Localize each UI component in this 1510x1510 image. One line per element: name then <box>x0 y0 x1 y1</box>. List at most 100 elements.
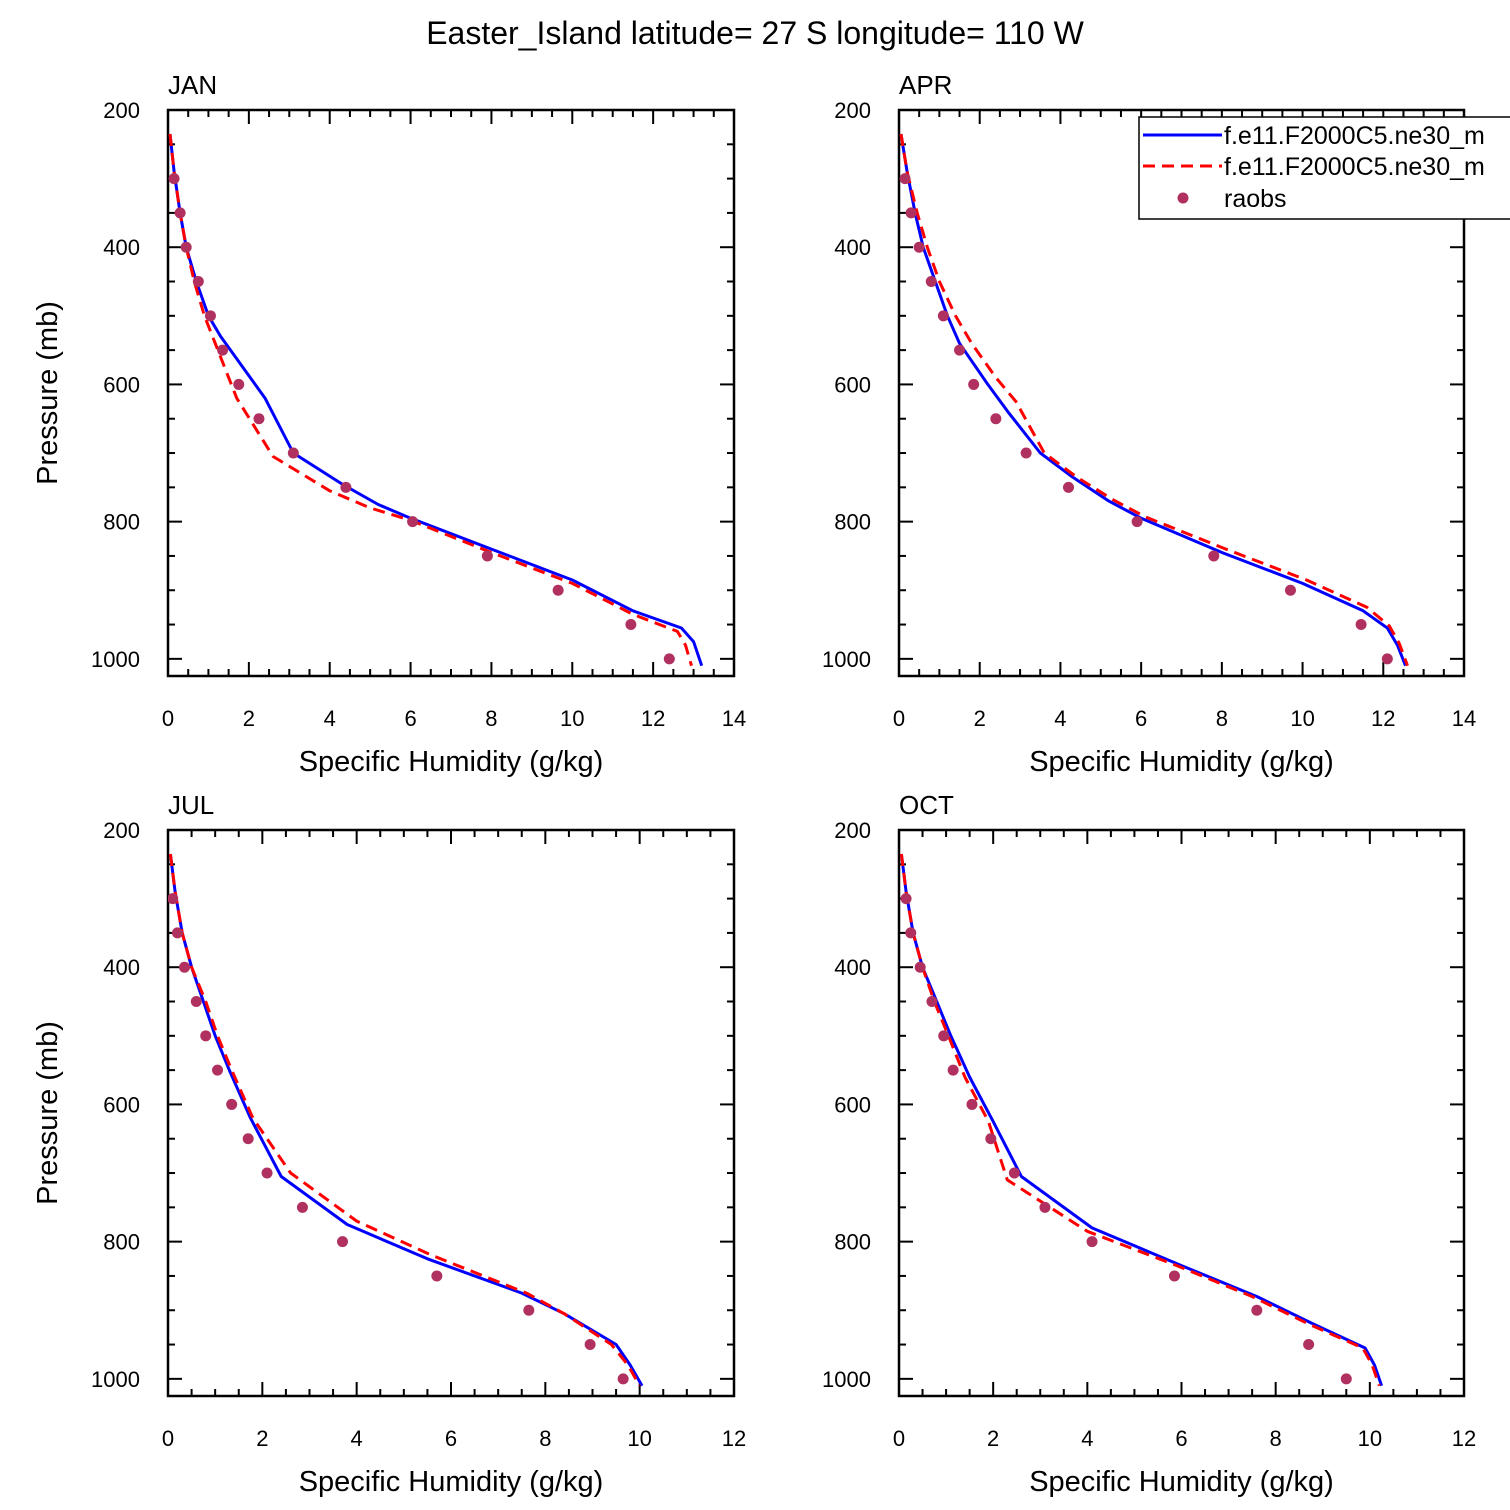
y-tick-label: 800 <box>103 1230 140 1255</box>
x-tick-label: 2 <box>987 1426 999 1451</box>
raobs-point <box>180 241 192 253</box>
series-line-dashed <box>899 853 1381 1387</box>
y-tick-label: 400 <box>834 955 871 980</box>
x-axis-title: Specific Humidity (g/kg) <box>1029 746 1334 778</box>
raobs-point <box>552 584 564 596</box>
y-tick-label: 800 <box>103 510 140 535</box>
raobs-point <box>905 207 917 219</box>
x-tick-label: 4 <box>324 706 336 731</box>
x-tick-label: 14 <box>722 706 746 731</box>
x-tick-label: 4 <box>351 1426 363 1451</box>
raobs-point <box>200 1030 212 1042</box>
raobs-point <box>1063 481 1074 493</box>
x-tick-label: 10 <box>627 1426 651 1451</box>
raobs-point <box>204 310 216 322</box>
y-tick-label: 200 <box>834 818 871 843</box>
panel-label: APR <box>899 70 952 100</box>
raobs-point <box>905 927 917 939</box>
series-group <box>168 853 644 1387</box>
y-tick-label: 600 <box>103 372 140 397</box>
raobs-point <box>938 1030 950 1042</box>
raobs-point <box>1355 619 1367 631</box>
legend-label: f.e11.F2000C5.ne30_m <box>1224 122 1485 150</box>
x-tick-label: 6 <box>404 706 416 731</box>
x-tick-label: 12 <box>1452 1426 1476 1451</box>
x-tick-label: 4 <box>1054 706 1066 731</box>
raobs-point <box>337 1236 349 1248</box>
x-tick-label: 8 <box>1216 706 1228 731</box>
raobs-point <box>1340 1373 1352 1385</box>
x-tick-label: 6 <box>1175 1426 1187 1451</box>
raobs-point <box>261 1167 273 1179</box>
chart-title: Easter_Island latitude= 27 S longitude= … <box>426 15 1084 51</box>
legend-label: raobs <box>1224 185 1287 213</box>
raobs-point <box>990 413 1002 425</box>
x-tick-label: 0 <box>162 1426 174 1451</box>
raobs-point <box>1168 1270 1180 1282</box>
y-axis-title: Pressure (mb) <box>32 301 64 485</box>
raobs-point <box>1131 516 1143 528</box>
y-tick-label: 1000 <box>822 1367 871 1392</box>
y-tick-label: 600 <box>103 1092 140 1117</box>
y-tick-label: 600 <box>834 372 871 397</box>
raobs-point <box>217 344 229 356</box>
raobs-point <box>899 173 911 185</box>
raobs-point <box>174 207 186 219</box>
x-tick-label: 6 <box>1135 706 1147 731</box>
x-tick-label: 0 <box>162 706 174 731</box>
raobs-point <box>296 1201 308 1213</box>
raobs-point <box>625 619 637 631</box>
raobs-point <box>287 447 299 459</box>
raobs-point <box>947 1064 959 1076</box>
series-group <box>899 853 1384 1387</box>
raobs-point <box>914 961 926 973</box>
raobs-point <box>900 893 912 905</box>
raobs-point <box>937 310 949 322</box>
raobs-point <box>253 413 265 425</box>
raobs-point <box>1284 584 1296 596</box>
raobs-point <box>431 1270 443 1282</box>
panel-jul: JUL 0 2 4 6 8 10 12 200 400 600 800 1000 Specific Hum… <box>32 790 746 1498</box>
raobs-point <box>242 1133 254 1145</box>
raobs-point <box>1020 447 1032 459</box>
x-tick-label: 12 <box>641 706 665 731</box>
x-axis-title: Specific Humidity (g/kg) <box>299 746 604 778</box>
x-axis-title: Specific Humidity (g/kg) <box>299 1466 604 1498</box>
raobs-point <box>1208 550 1220 562</box>
raobs-point <box>966 1098 978 1110</box>
raobs-point <box>1381 653 1393 665</box>
x-tick-label: 12 <box>722 1426 746 1451</box>
y-tick-label: 200 <box>834 98 871 123</box>
x-tick-label: 0 <box>893 706 905 731</box>
panel-apr: APR 0 2 4 6 8 10 12 14 200 400 600 800 1000 Specific H… <box>822 70 1476 778</box>
y-tick-label: 800 <box>834 1230 871 1255</box>
panel-label: OCT <box>899 790 954 820</box>
x-tick-label: 14 <box>1452 706 1476 731</box>
raobs-point <box>340 481 352 493</box>
raobs-point <box>1039 1201 1051 1213</box>
raobs-point <box>179 961 191 973</box>
x-tick-label: 8 <box>539 1426 551 1451</box>
x-tick-label: 10 <box>560 706 584 731</box>
x-tick-label: 6 <box>445 1426 457 1451</box>
raobs-point <box>190 996 202 1008</box>
raobs-point <box>192 276 204 288</box>
y-tick-label: 1000 <box>91 1367 140 1392</box>
raobs-point <box>226 1098 238 1110</box>
raobs-point <box>1251 1304 1263 1316</box>
series-line-solid <box>168 133 704 667</box>
legend-label: f.e11.F2000C5.ne30_m <box>1224 153 1485 181</box>
raobs-point <box>663 653 675 665</box>
y-tick-label: 400 <box>103 955 140 980</box>
raobs-point <box>926 996 938 1008</box>
raobs-point <box>1008 1167 1020 1179</box>
raobs-point <box>913 241 925 253</box>
x-tick-label: 12 <box>1371 706 1395 731</box>
x-tick-label: 2 <box>256 1426 268 1451</box>
x-tick-label: 8 <box>485 706 497 731</box>
y-tick-label: 1000 <box>91 647 140 672</box>
raobs-point <box>481 550 493 562</box>
x-tick-label: 4 <box>1081 1426 1093 1451</box>
